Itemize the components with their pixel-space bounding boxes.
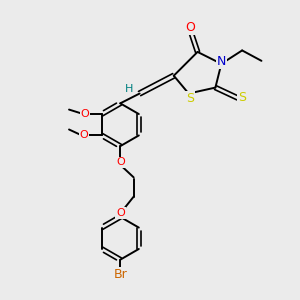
Text: O: O — [185, 21, 195, 34]
Text: O: O — [116, 208, 125, 218]
Text: Br: Br — [113, 268, 127, 281]
Text: H: H — [125, 84, 134, 94]
Text: N: N — [217, 55, 226, 68]
Text: S: S — [186, 92, 194, 105]
Text: S: S — [238, 92, 246, 104]
Text: O: O — [116, 158, 125, 167]
Text: O: O — [80, 130, 88, 140]
Text: O: O — [80, 109, 89, 119]
